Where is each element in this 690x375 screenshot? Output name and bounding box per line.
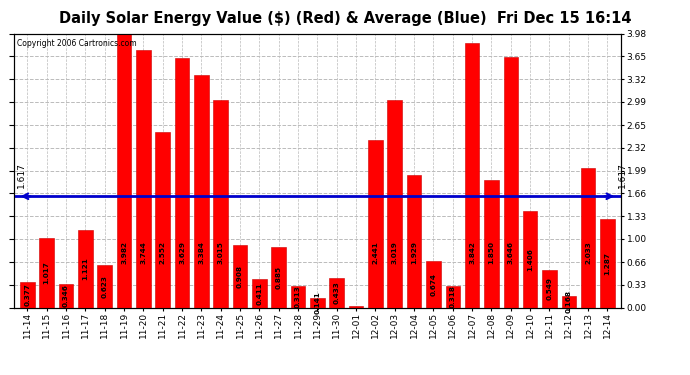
Bar <box>562 296 576 307</box>
Text: 0.433: 0.433 <box>334 281 339 304</box>
Bar <box>155 132 170 308</box>
Bar <box>523 211 538 308</box>
Text: 1.617: 1.617 <box>17 162 26 188</box>
Text: 2.552: 2.552 <box>159 241 166 264</box>
Bar <box>600 219 615 308</box>
Bar <box>349 306 364 308</box>
Text: 2.441: 2.441 <box>373 241 378 264</box>
Text: 0.623: 0.623 <box>101 274 108 297</box>
Text: 0.674: 0.674 <box>431 273 437 296</box>
Bar <box>465 43 480 308</box>
Text: 0.549: 0.549 <box>546 277 553 300</box>
Text: 0.313: 0.313 <box>295 285 301 308</box>
Bar <box>117 34 131 308</box>
Bar <box>233 245 247 308</box>
Text: 0.168: 0.168 <box>566 290 572 313</box>
Text: Copyright 2006 Cartronics.com: Copyright 2006 Cartronics.com <box>17 39 137 48</box>
Bar <box>484 180 499 308</box>
Text: 1.929: 1.929 <box>411 241 417 264</box>
Bar <box>252 279 266 308</box>
Bar <box>97 265 112 308</box>
Text: 1.617: 1.617 <box>618 162 627 188</box>
Bar <box>504 57 518 308</box>
Bar <box>581 168 595 308</box>
Text: 1.406: 1.406 <box>527 248 533 271</box>
Bar <box>78 230 92 308</box>
Bar <box>290 286 305 308</box>
Bar <box>446 286 460 308</box>
Text: 0.411: 0.411 <box>257 282 262 305</box>
Text: 2.033: 2.033 <box>585 241 591 264</box>
Text: 3.384: 3.384 <box>198 241 204 264</box>
Bar <box>542 270 557 308</box>
Bar <box>175 58 189 308</box>
Text: 1.017: 1.017 <box>43 261 50 284</box>
Bar <box>39 237 54 308</box>
Bar <box>310 298 325 307</box>
Bar <box>20 282 34 308</box>
Text: 0.377: 0.377 <box>24 283 30 306</box>
Text: 0.908: 0.908 <box>237 265 243 288</box>
Bar <box>213 100 228 308</box>
Text: 0.318: 0.318 <box>450 285 456 308</box>
Text: 0.885: 0.885 <box>276 266 282 289</box>
Text: 3.646: 3.646 <box>508 241 514 264</box>
Text: 3.744: 3.744 <box>140 241 146 264</box>
Bar <box>368 140 383 308</box>
Text: 0.346: 0.346 <box>63 284 69 307</box>
Bar <box>426 261 441 308</box>
Bar <box>136 50 150 308</box>
Text: 0.141: 0.141 <box>315 291 320 314</box>
Bar <box>194 75 208 308</box>
Text: 3.019: 3.019 <box>392 241 397 264</box>
Text: 1.287: 1.287 <box>604 252 611 274</box>
Bar <box>59 284 73 308</box>
Text: 3.982: 3.982 <box>121 241 127 264</box>
Bar <box>271 247 286 308</box>
Text: 3.842: 3.842 <box>469 241 475 264</box>
Bar <box>330 278 344 308</box>
Text: Daily Solar Energy Value ($) (Red) & Average (Blue)  Fri Dec 15 16:14: Daily Solar Energy Value ($) (Red) & Ave… <box>59 11 631 26</box>
Text: 1.850: 1.850 <box>489 241 495 264</box>
Bar <box>407 175 422 308</box>
Text: 3.015: 3.015 <box>218 241 224 264</box>
Text: 3.629: 3.629 <box>179 241 185 264</box>
Text: 1.121: 1.121 <box>82 258 88 280</box>
Bar <box>388 100 402 308</box>
